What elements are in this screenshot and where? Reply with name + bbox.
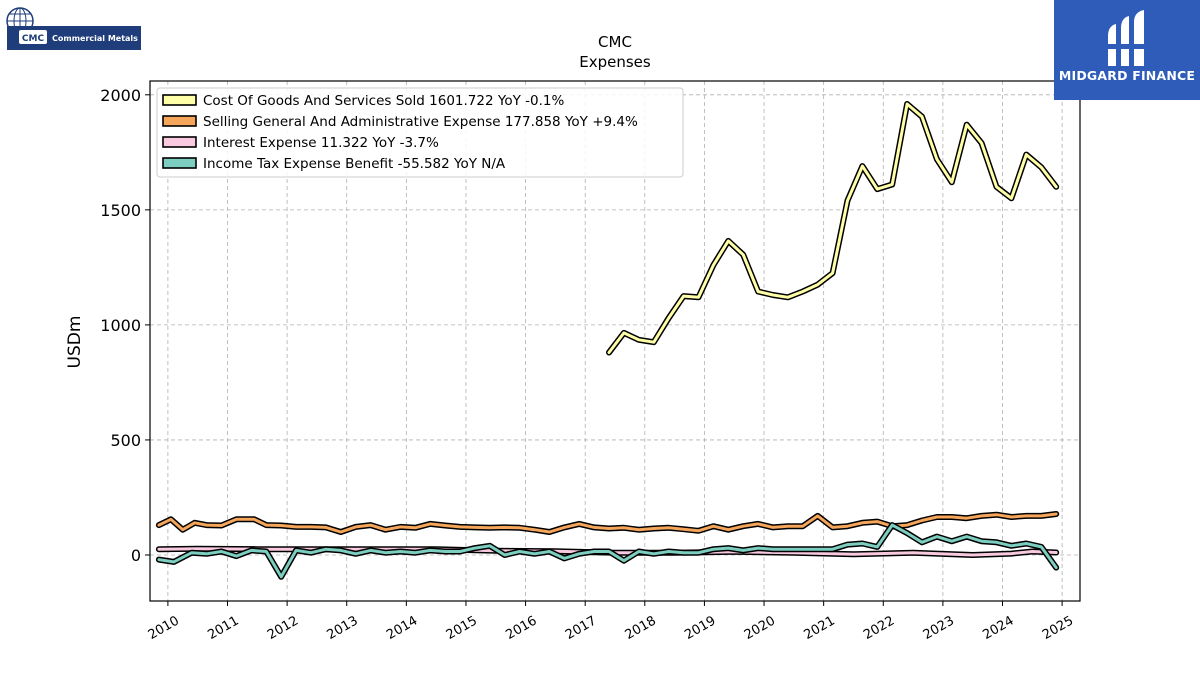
x-tick-label: 2018 xyxy=(623,613,659,643)
logo-name: Commercial Metals xyxy=(52,34,138,43)
y-tick-label: 1000 xyxy=(100,316,141,335)
x-tick-label: 2020 xyxy=(742,613,778,643)
x-tick-label: 2011 xyxy=(205,613,241,643)
legend: Cost Of Goods And Services Sold 1601.722… xyxy=(156,87,684,178)
x-tick-label: 2010 xyxy=(146,613,182,643)
axis-ticks: 0 500 1000 1500 2000 2010 2011 2012 2013 2014 2015… xyxy=(100,86,1076,643)
x-tick-label: 2019 xyxy=(682,613,718,643)
legend-swatch xyxy=(162,157,197,169)
x-tick-label: 2023 xyxy=(921,613,957,643)
x-tick-label: 2021 xyxy=(801,613,837,643)
x-tick-label: 2015 xyxy=(444,613,480,643)
x-tick-label: 2014 xyxy=(384,613,420,643)
y-tick-label: 1500 xyxy=(100,201,141,220)
legend-entry: Income Tax Expense Benefit -55.582 YoY N… xyxy=(203,156,506,172)
logo-ticker: CMC xyxy=(22,34,45,44)
chart-subtitle: Expenses xyxy=(579,53,651,71)
legend-entry: Cost Of Goods And Services Sold 1601.722… xyxy=(203,93,564,109)
series-stroke xyxy=(157,512,1058,534)
y-tick-label: 2000 xyxy=(100,86,141,105)
x-tick-label: 2024 xyxy=(980,613,1016,643)
legend-entry: Selling General And Administrative Expen… xyxy=(203,114,638,130)
legend-entry: Interest Expense 11.322 YoY -3.7% xyxy=(203,135,439,151)
x-tick-label: 2012 xyxy=(265,613,301,643)
legend-box xyxy=(156,87,684,178)
legend-swatch xyxy=(162,136,197,148)
series-lines xyxy=(155,101,1060,580)
series-line-1 xyxy=(155,511,1060,535)
midgard-mark-icon xyxy=(1106,10,1146,66)
chart-title: CMC xyxy=(598,33,632,51)
midgard-finance-logo: MIDGARD FINANCE xyxy=(1054,0,1200,100)
series-line-3 xyxy=(155,522,1060,580)
legend-swatch xyxy=(162,115,197,127)
series-line-0 xyxy=(606,101,1060,356)
x-tick-label: 2016 xyxy=(503,613,539,643)
series-stroke xyxy=(607,102,1058,354)
globe-icon: CMC Commercial Metals xyxy=(6,7,141,50)
x-tick-label: 2013 xyxy=(325,613,361,643)
y-tick-label: 0 xyxy=(131,546,141,565)
legend-swatch xyxy=(162,94,197,106)
x-tick-label: 2017 xyxy=(563,613,599,643)
series-stroke xyxy=(157,523,1058,579)
midgard-finance-text: MIDGARD FINANCE xyxy=(1058,68,1196,83)
x-tick-label: 2025 xyxy=(1040,613,1076,643)
y-axis-label: USDm xyxy=(65,316,85,369)
y-tick-label: 500 xyxy=(110,431,141,450)
x-tick-label: 2022 xyxy=(861,613,897,643)
plot-frame xyxy=(149,80,1081,602)
commercial-metals-logo: CMC Commercial Metals xyxy=(5,6,143,52)
